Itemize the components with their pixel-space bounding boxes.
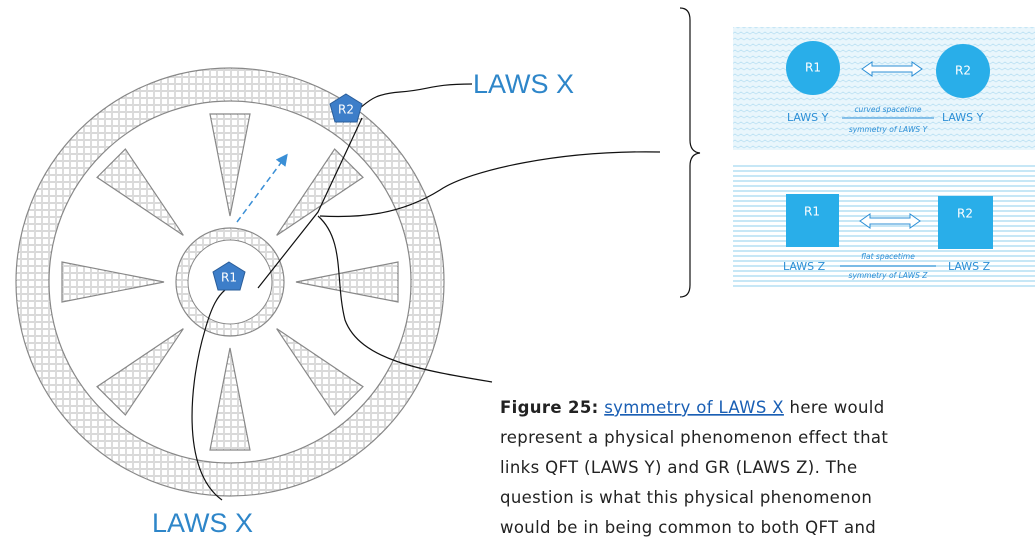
caption-body: represent a physical phenomenon effect t… <box>500 428 888 537</box>
panel-label: LAWS Z <box>783 260 826 273</box>
caption-text: here would <box>790 398 885 417</box>
panel-label: LAWS Z <box>948 260 991 273</box>
panel-note: curved spacetime <box>854 105 921 114</box>
panel-node-label: R1 <box>805 61 821 75</box>
figure-label: Figure 25: <box>500 398 599 417</box>
caption-line: links QFT (LAWS Y) and GR (LAWS Z). The <box>500 458 858 477</box>
panel-label: LAWS Y <box>942 111 984 124</box>
panel-node-label: R2 <box>957 207 973 221</box>
panel-node-label: R1 <box>804 205 820 219</box>
node-label: R2 <box>338 103 354 117</box>
caption-line: would be in being common to both QFT and <box>500 518 876 537</box>
laws-x-label: LAWS X <box>473 69 574 99</box>
panel-note: symmetry of LAWS Y <box>849 125 929 134</box>
square-node <box>786 194 839 247</box>
panel-label: LAWS Y <box>787 111 829 124</box>
caption-line: question is what this physical phenomeno… <box>500 488 872 507</box>
panel-node-label: R2 <box>955 64 971 78</box>
panel-note: flat spacetime <box>861 252 915 261</box>
caption-link[interactable]: symmetry of LAWS X <box>604 398 784 417</box>
caption-line: Figure 25: symmetry of LAWS X here would <box>500 398 885 417</box>
caption-line: represent a physical phenomenon effect t… <box>500 428 888 447</box>
panel-note: symmetry of LAWS Z <box>849 271 929 280</box>
diagram: R2 R1 LAWS X LAWS X R1 R2 LAWS Y LAWS Y … <box>0 0 1035 539</box>
square-node <box>938 196 993 249</box>
node-label: R1 <box>221 271 237 285</box>
laws-x-label: LAWS X <box>152 508 253 538</box>
